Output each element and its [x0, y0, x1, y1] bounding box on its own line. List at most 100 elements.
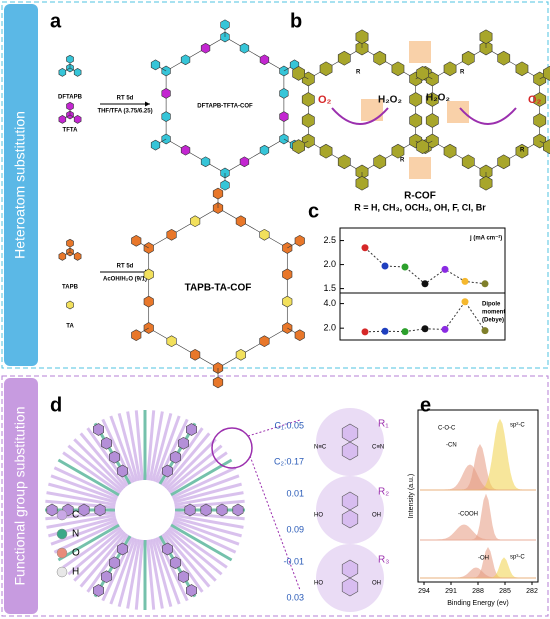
- ring: [93, 423, 104, 436]
- ring: [282, 268, 293, 281]
- ring: [200, 42, 211, 54]
- charge: C₂:0.17: [274, 456, 304, 466]
- ring: [373, 154, 387, 170]
- y-tick-label: 2.5: [323, 235, 336, 245]
- condition: THF/TFA (3.75/6.25): [97, 109, 152, 115]
- panel-letter: e: [420, 394, 431, 416]
- spoke: [171, 521, 237, 554]
- ring: [117, 542, 128, 556]
- point: [481, 327, 489, 335]
- series-label: (Debye): [482, 318, 504, 324]
- spoke: [167, 528, 223, 576]
- ring: [533, 113, 547, 128]
- ring: [220, 179, 230, 191]
- x-tick-label: 288: [472, 588, 484, 595]
- group-label: R₃: [378, 555, 389, 566]
- ring: [341, 577, 359, 597]
- ring: [180, 54, 191, 66]
- ring: [301, 92, 315, 107]
- ring: [533, 92, 547, 107]
- spoke: [62, 451, 122, 495]
- ring: [416, 139, 429, 154]
- spoke: [168, 525, 228, 569]
- ring: [391, 143, 405, 159]
- ring: [150, 59, 161, 71]
- spoke: [53, 466, 119, 499]
- x-tick-label: 285: [499, 588, 511, 595]
- ring: [425, 92, 439, 107]
- x-tick-label: 282: [526, 588, 538, 595]
- panel-letter: d: [50, 394, 62, 416]
- x-tick-label: 291: [445, 588, 457, 595]
- spoke: [73, 438, 125, 490]
- substituent: R: [400, 158, 405, 164]
- ring: [259, 144, 270, 156]
- point: [421, 280, 429, 288]
- ring: [131, 234, 142, 247]
- spoke: [146, 539, 156, 610]
- atom: HO: [314, 581, 323, 587]
- ring: [212, 376, 224, 389]
- ring: [186, 584, 197, 597]
- legend-swatch: [56, 566, 68, 578]
- spoke: [148, 539, 164, 609]
- spoke: [50, 518, 118, 546]
- charge: 0.09: [286, 524, 304, 534]
- y-tick-label: 1.5: [323, 283, 336, 293]
- spoke: [126, 539, 142, 609]
- spoke: [117, 538, 139, 607]
- spoke: [174, 513, 244, 529]
- ring: [184, 503, 196, 517]
- ring: [279, 111, 289, 122]
- ring: [319, 61, 333, 77]
- spoke: [165, 438, 217, 490]
- y-tick-label: 2.0: [323, 259, 336, 269]
- point: [461, 298, 469, 306]
- point: [441, 325, 449, 333]
- ring: [543, 66, 550, 81]
- legend-swatch: [56, 509, 68, 521]
- ring: [161, 111, 171, 122]
- peak: [420, 493, 536, 541]
- ring: [294, 329, 305, 342]
- monomer-label: DFTAPB: [58, 95, 83, 101]
- pore: [117, 482, 173, 538]
- legend-label: O: [72, 548, 80, 559]
- ring: [259, 335, 270, 348]
- charge: -0.01: [283, 556, 304, 566]
- ring: [190, 215, 201, 228]
- ring: [143, 268, 154, 281]
- point: [381, 327, 389, 335]
- ring: [178, 436, 189, 450]
- ring: [292, 66, 305, 81]
- ring: [355, 175, 369, 191]
- point: [381, 262, 389, 270]
- legend-swatch: [56, 528, 68, 540]
- ring: [66, 101, 74, 111]
- spoke: [165, 530, 217, 582]
- spoke: [67, 444, 123, 492]
- ring: [292, 139, 305, 154]
- spoke: [134, 539, 144, 610]
- highlight: [361, 99, 383, 121]
- spoke: [174, 491, 244, 507]
- ring: [166, 228, 177, 241]
- bottom-frame: [1, 375, 549, 617]
- series-label: Dipole: [482, 302, 501, 308]
- spoke: [173, 482, 242, 504]
- ring: [101, 436, 112, 450]
- ring: [180, 144, 191, 156]
- spoke: [168, 451, 228, 495]
- peak: [420, 464, 536, 491]
- arrow-head: [145, 101, 150, 107]
- spoke: [57, 458, 120, 497]
- ring: [58, 68, 67, 77]
- ring: [143, 242, 154, 254]
- point: [401, 263, 409, 271]
- atom: N≡C: [314, 445, 327, 451]
- ring: [58, 252, 67, 261]
- ring: [515, 143, 529, 159]
- spoke: [151, 413, 173, 482]
- x-tick-label: 294: [418, 588, 430, 595]
